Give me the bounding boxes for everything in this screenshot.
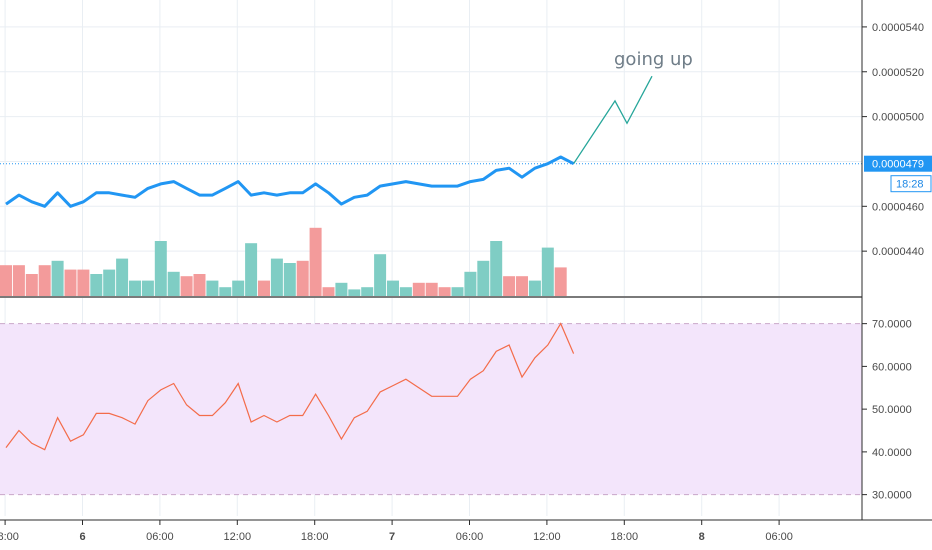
x-tick-label: 06:00 xyxy=(765,531,793,543)
indicator-tick-label: 50.0000 xyxy=(872,404,912,416)
volume-bar xyxy=(387,280,399,296)
volume-bar xyxy=(180,276,193,296)
x-tick-label: 18:00 xyxy=(301,531,329,543)
volume-bar xyxy=(464,271,477,296)
volume-bar xyxy=(258,280,270,296)
volume-bar xyxy=(412,282,425,296)
volume-bar xyxy=(12,265,25,296)
indicator-tick-label: 70.0000 xyxy=(872,319,912,331)
volume-bar xyxy=(64,269,77,296)
volume-bar xyxy=(296,260,309,296)
volume-bar xyxy=(38,265,51,296)
x-tick-label: 06:00 xyxy=(146,531,174,543)
volume-bar xyxy=(490,241,503,296)
price-tick-label: 0.0000460 xyxy=(872,201,924,213)
volume-bar xyxy=(516,276,528,296)
indicator-line xyxy=(5,322,575,451)
volume-bar xyxy=(103,269,116,296)
volume-bar xyxy=(361,287,374,296)
x-tick-label: 06:00 xyxy=(456,531,484,543)
indicator-tick-label: 60.0000 xyxy=(872,361,912,373)
x-tick-label: 18:00 xyxy=(611,531,639,543)
indicator-tick-label: 40.0000 xyxy=(872,447,912,459)
volume-bar xyxy=(503,276,516,296)
volume-bar xyxy=(438,287,451,296)
x-tick-label: 7 xyxy=(389,531,395,543)
volume-bar xyxy=(141,280,154,296)
countdown-badge xyxy=(890,175,932,193)
volume-bar xyxy=(206,280,219,296)
last-price-badge xyxy=(864,155,932,172)
price-tick-label: 0.0000500 xyxy=(872,112,924,124)
volume-bar xyxy=(399,287,412,296)
x-tick-label: 8 xyxy=(699,531,705,543)
projection-line xyxy=(573,75,653,165)
volume-bar xyxy=(322,287,335,296)
volume-bar xyxy=(193,274,206,296)
volume-bar xyxy=(451,287,464,296)
countdown-value: 18:28 xyxy=(896,179,924,191)
volume-bar xyxy=(541,247,554,296)
indicator-band-fill xyxy=(0,323,862,495)
x-tick-label: 6 xyxy=(79,531,85,543)
volume-bar xyxy=(528,280,541,296)
x-tick-label: 12:00 xyxy=(224,531,252,543)
indicator-band xyxy=(0,323,862,496)
price-series xyxy=(0,75,862,208)
volume-bar xyxy=(425,282,438,296)
volume-bar xyxy=(51,260,64,296)
volume-bars xyxy=(0,227,567,296)
volume-bar xyxy=(283,263,296,296)
volume-bar xyxy=(245,243,258,296)
volume-bar xyxy=(167,271,180,296)
volume-bar xyxy=(0,265,12,296)
volume-bar xyxy=(129,280,141,296)
price-line xyxy=(5,155,575,208)
volume-bar xyxy=(77,269,90,296)
volume-bar xyxy=(232,280,245,296)
price-tick-label: 0.0000440 xyxy=(872,246,924,258)
volume-bar xyxy=(219,287,232,296)
volume-bar xyxy=(270,258,283,296)
indicator-tick-label: 30.0000 xyxy=(872,490,912,502)
volume-bar xyxy=(90,274,103,296)
price-tick-label: 0.0000540 xyxy=(872,22,924,34)
volume-bar xyxy=(374,254,387,296)
volume-bar xyxy=(335,282,348,296)
volume-bar xyxy=(116,258,129,296)
volume-bar xyxy=(477,260,490,296)
x-tick-label: 12:00 xyxy=(533,531,561,543)
volume-bar xyxy=(348,289,361,296)
annotation-going-up: going up xyxy=(614,49,693,70)
last-price-value: 0.0000479 xyxy=(872,159,924,171)
volume-bar xyxy=(309,227,322,296)
volume-bar xyxy=(554,267,567,296)
price-tick-label: 0.0000520 xyxy=(872,67,924,79)
indicator-series xyxy=(5,322,575,451)
volume-bar xyxy=(154,241,167,296)
x-tick-label: 18:00 xyxy=(0,531,19,543)
volume-bar xyxy=(25,274,38,296)
